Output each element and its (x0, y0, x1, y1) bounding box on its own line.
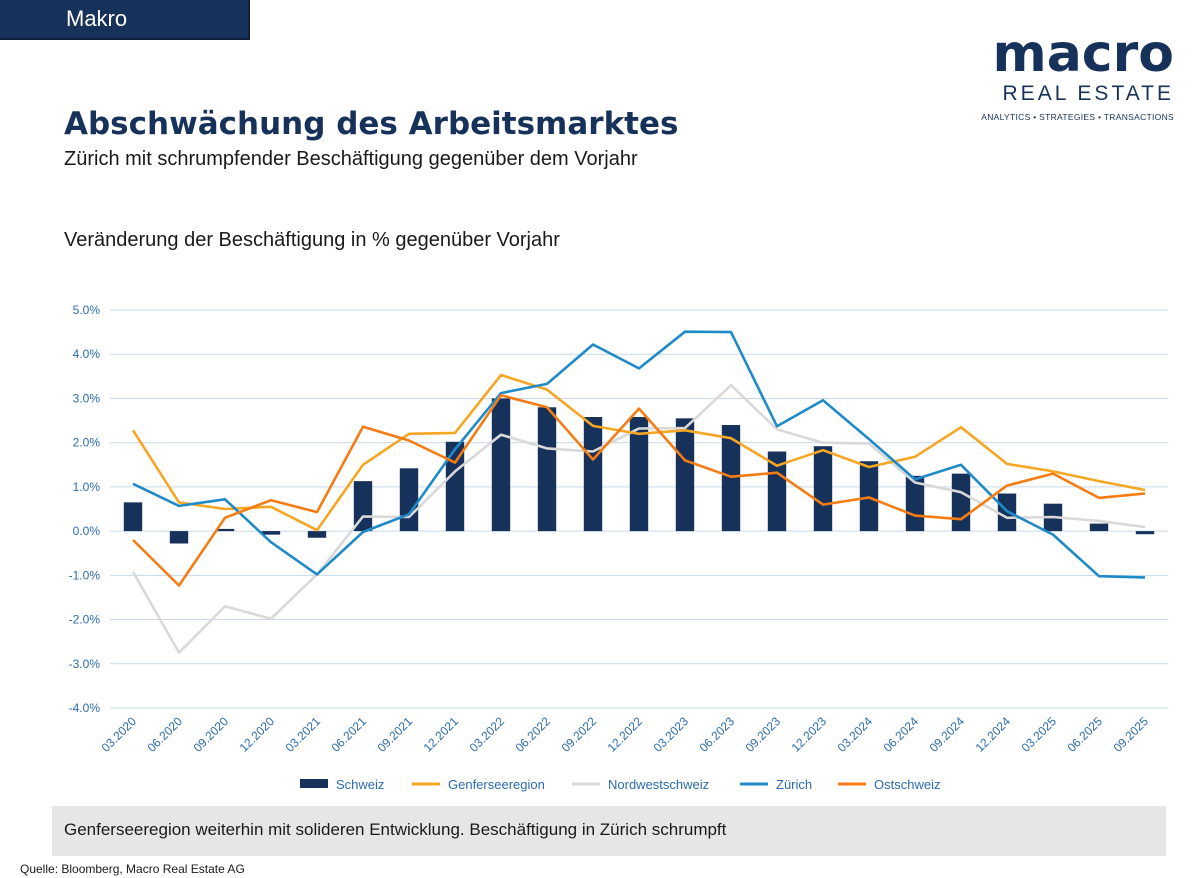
bar-schweiz (813, 446, 833, 532)
x-tick-label: 09.2025 (1111, 714, 1152, 755)
legend-label: Nordwestschweiz (608, 777, 709, 792)
x-tick-label: 03.2023 (651, 714, 692, 755)
section-tab-label: Makro (66, 6, 128, 31)
legend-label: Schweiz (336, 777, 384, 792)
bar-schweiz (123, 502, 143, 532)
y-tick-label: -3.0% (69, 657, 101, 671)
line-genferseeregion (131, 373, 1146, 532)
logo-tagline: ANALYTICS • STRATEGIES • TRANSACTIONS (981, 112, 1174, 122)
x-tick-label: 03.2025 (1019, 714, 1060, 755)
x-tick-label: 03.2022 (467, 714, 508, 755)
bar-schweiz (675, 418, 695, 532)
bar-schweiz (1135, 531, 1155, 535)
x-tick-label: 12.2021 (421, 714, 462, 755)
legend-label: Zürich (776, 777, 812, 792)
line-zuerich (132, 330, 1146, 579)
y-tick-label: 1.0% (73, 480, 101, 494)
y-tick-label: 4.0% (73, 347, 101, 361)
x-tick-label: 09.2021 (375, 714, 416, 755)
bar-schweiz (445, 441, 465, 532)
y-tick-label: 0.0% (73, 524, 101, 538)
bar-schweiz (583, 417, 603, 532)
x-tick-label: 06.2025 (1065, 714, 1106, 755)
line-ostschweiz (132, 394, 1146, 587)
x-tick-label: 12.2022 (605, 714, 646, 755)
y-tick-label: -4.0% (69, 701, 101, 715)
x-tick-label: 09.2022 (559, 714, 600, 755)
chart-heading: Veränderung der Beschäftigung in % gegen… (64, 229, 560, 251)
logo-sub: REAL ESTATE (1002, 82, 1174, 105)
bar-schweiz (353, 481, 373, 532)
x-tick-label: 12.2024 (973, 714, 1014, 755)
y-tick-label: 5.0% (73, 303, 101, 317)
x-tick-label: 12.2023 (789, 714, 830, 755)
x-tick-label: 09.2023 (743, 714, 784, 755)
legend-label: Genferseeregion (448, 777, 545, 792)
legend-swatch (300, 779, 328, 788)
page-subtitle: Zürich mit schrumpfender Beschäftigung g… (64, 148, 638, 170)
x-tick-label: 06.2024 (881, 714, 922, 755)
bar-schweiz (1089, 523, 1109, 532)
y-tick-label: -1.0% (69, 568, 101, 582)
bar-schweiz (721, 424, 741, 532)
bar-schweiz (905, 475, 925, 532)
x-tick-label: 06.2022 (513, 714, 554, 755)
y-tick-label: -2.0% (69, 613, 101, 627)
y-tick-label: 2.0% (73, 436, 101, 450)
company-logo: macro REAL ESTATE ANALYTICS • STRATEGIES… (974, 28, 1174, 122)
x-tick-label: 03.2020 (99, 714, 140, 755)
x-tick-label: 12.2020 (237, 714, 278, 755)
bar-schweiz (629, 417, 649, 532)
legend-label: Ostschweiz (874, 777, 940, 792)
x-tick-label: 03.2021 (283, 714, 324, 755)
bar-schweiz (767, 451, 787, 532)
bar-schweiz (537, 407, 557, 532)
section-tab: Makro (0, 0, 250, 40)
x-tick-label: 06.2023 (697, 714, 738, 755)
x-tick-label: 06.2020 (145, 714, 186, 755)
x-tick-label: 09.2024 (927, 714, 968, 755)
bar-schweiz (491, 398, 511, 532)
bar-schweiz (399, 468, 419, 532)
bar-schweiz (859, 461, 879, 532)
x-tick-label: 06.2021 (329, 714, 370, 755)
line-nordwestschweiz (131, 383, 1146, 655)
bar-schweiz (215, 528, 235, 532)
x-tick-label: 03.2024 (835, 714, 876, 755)
bar-schweiz (169, 531, 189, 544)
note-text: Genferseeregion weiterhin mit solideren … (64, 820, 727, 839)
employment-chart: 5.0% 4.0% 3.0% 2.0% 1.0% 0.0% -1.0% -2.0% -3.0% -… (69, 303, 1168, 792)
bar-schweiz (261, 531, 281, 535)
x-tick-label: 09.2020 (191, 714, 232, 755)
bar-schweiz (951, 473, 971, 532)
bar-schweiz (307, 531, 327, 538)
note-box: Genferseeregion weiterhin mit solideren … (52, 806, 1166, 856)
logo-main: macro (992, 24, 1174, 84)
page-title: Abschwächung des Arbeitsmarktes (64, 106, 679, 142)
y-tick-label: 3.0% (73, 391, 101, 405)
source-note: Quelle: Bloomberg, Macro Real Estate AG (20, 862, 245, 876)
